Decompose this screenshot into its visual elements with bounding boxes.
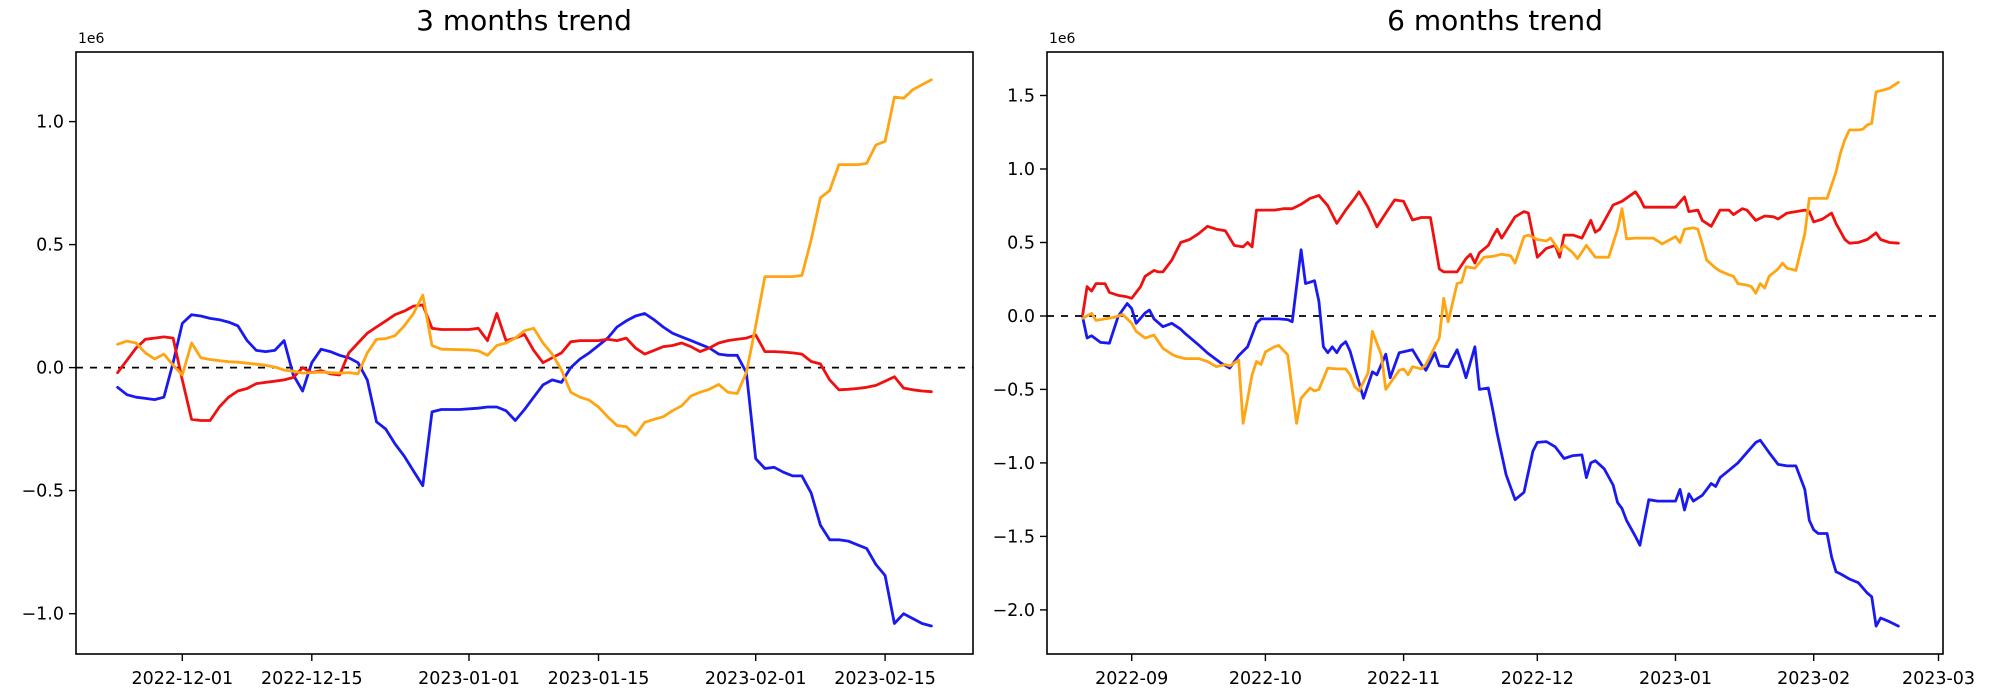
axes-0: 2022-12-01 2022-12-15 2023-01-01 2023-01-15…	[22, 51, 974, 689]
x-tick-label: 2023-02-15	[834, 669, 936, 689]
x-tick-label: 2022-12-15	[261, 669, 363, 689]
left-y-axis-offset-label: 1e6	[78, 31, 105, 47]
right-chart-title: 6 months trend	[1387, 4, 1603, 37]
x-tick-label: 2022-10	[1229, 669, 1302, 689]
x-tick-label: 2022-11	[1367, 669, 1440, 689]
y-tick-label: 1.0	[1007, 160, 1035, 180]
x-tick-label: 2022-09	[1095, 669, 1168, 689]
y-tick-label: 1.0	[36, 113, 64, 133]
series-line-orange	[116, 78, 933, 437]
axes-1: 2022-09 2022-10 2022-11 2022-12 2023-01 2023-…	[993, 51, 1975, 689]
left-chart-title: 3 months trend	[416, 4, 632, 37]
y-tick-label: 0.5	[1007, 234, 1035, 254]
x-tick-label: 2023-01-01	[418, 669, 520, 689]
x-tick-label: 2023-02-01	[705, 669, 807, 689]
y-tick-label: −1.5	[993, 527, 1036, 547]
plot-spines	[1046, 51, 1944, 655]
x-tick-label: 2023-01	[1639, 669, 1712, 689]
series-line-orange	[1081, 80, 1900, 425]
right-y-axis-offset-label: 1e6	[1049, 31, 1076, 47]
x-tick-label: 2023-02	[1777, 669, 1850, 689]
y-tick-label: 0.5	[36, 236, 64, 256]
y-tick-label: −1.0	[993, 454, 1036, 474]
y-tick-label: −2.0	[993, 601, 1036, 621]
y-tick-label: −0.5	[22, 482, 65, 502]
x-tick-label: 2023-03	[1902, 669, 1975, 689]
x-tick-label: 2022-12-01	[131, 669, 233, 689]
x-tick-label: 2022-12	[1501, 669, 1574, 689]
y-tick-label: −0.5	[993, 380, 1036, 400]
y-tick-label: 1.5	[1007, 87, 1035, 107]
series-line-blue	[116, 312, 933, 628]
series-line-red	[1081, 190, 1900, 316]
y-tick-label: 0.0	[1007, 307, 1035, 327]
x-tick-label: 2023-01-15	[548, 669, 650, 689]
y-tick-label: 0.0	[36, 359, 64, 379]
plot-spines	[75, 51, 974, 655]
series-line-red	[116, 303, 933, 422]
y-tick-label: −1.0	[22, 605, 65, 625]
series-line-blue	[1081, 248, 1900, 628]
